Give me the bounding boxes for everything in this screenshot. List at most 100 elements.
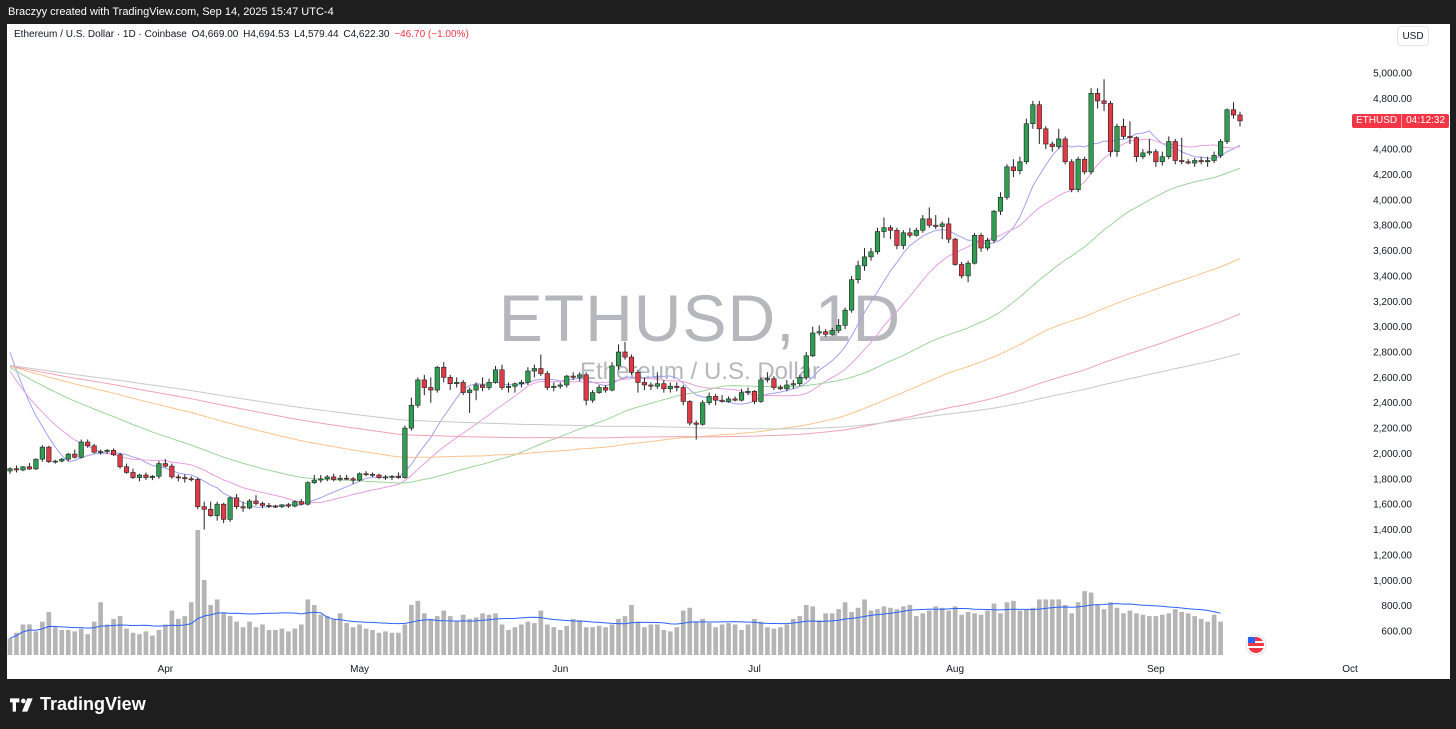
volume-bar bbox=[1030, 607, 1036, 655]
volume-bar bbox=[506, 630, 511, 655]
candle bbox=[525, 367, 531, 385]
candle bbox=[363, 471, 369, 477]
candle bbox=[117, 452, 123, 469]
y-tick-label: 4,800.00 bbox=[1373, 94, 1412, 105]
candle-body bbox=[713, 396, 719, 401]
candle bbox=[583, 372, 589, 406]
attribution-text: Braczyy created with TradingView.com, Se… bbox=[8, 6, 334, 18]
candle bbox=[764, 372, 770, 383]
candle bbox=[369, 472, 376, 477]
candle-body bbox=[913, 229, 919, 236]
candle bbox=[1237, 111, 1243, 127]
candle bbox=[946, 217, 952, 243]
volume-bar bbox=[823, 613, 829, 655]
y-tick-label: 2,200.00 bbox=[1373, 424, 1412, 435]
candle-body bbox=[59, 458, 65, 462]
candle-body bbox=[1030, 104, 1036, 125]
volume-bar bbox=[978, 614, 984, 655]
candle-body bbox=[1036, 104, 1042, 130]
volume-bar bbox=[1218, 621, 1223, 655]
candle-body bbox=[609, 365, 615, 391]
candle bbox=[156, 461, 162, 479]
candle-body bbox=[855, 265, 861, 281]
volume-bar bbox=[648, 624, 654, 655]
candle bbox=[266, 502, 272, 508]
candle-body bbox=[467, 389, 473, 393]
x-tick-label: Jul bbox=[748, 664, 761, 675]
y-tick-label: 1,200.00 bbox=[1373, 550, 1412, 561]
volume-bar bbox=[33, 631, 39, 655]
volume-bar bbox=[1185, 613, 1191, 655]
candle-body bbox=[285, 504, 291, 507]
candle bbox=[279, 504, 285, 508]
volume-bar bbox=[273, 630, 278, 655]
currency-button[interactable]: USD bbox=[1397, 26, 1429, 46]
candle-body bbox=[1230, 109, 1237, 116]
volume-bar bbox=[765, 627, 770, 655]
candle bbox=[1185, 159, 1191, 165]
volume-bar bbox=[247, 621, 252, 655]
candle bbox=[732, 396, 738, 402]
candle bbox=[1133, 136, 1139, 162]
candle bbox=[842, 307, 848, 330]
candle bbox=[26, 462, 32, 470]
volume-bar bbox=[447, 616, 453, 655]
candle bbox=[33, 458, 39, 470]
candle bbox=[544, 371, 550, 391]
candle-body bbox=[1179, 160, 1185, 163]
volume-bar bbox=[85, 634, 91, 655]
candle-body bbox=[512, 383, 518, 387]
volume-bar bbox=[551, 627, 557, 655]
candle-body bbox=[1140, 152, 1146, 158]
candle bbox=[428, 377, 434, 403]
candle bbox=[454, 377, 460, 388]
volume-bar bbox=[590, 627, 595, 655]
volume-bar bbox=[376, 632, 382, 655]
candle-body bbox=[557, 384, 563, 387]
candle-body bbox=[1218, 141, 1224, 156]
candle-body bbox=[473, 384, 479, 391]
footer-brand: TradingView bbox=[10, 694, 146, 715]
candle bbox=[52, 459, 58, 464]
candle bbox=[382, 475, 389, 481]
candle bbox=[39, 445, 45, 462]
volume-bar bbox=[726, 623, 731, 655]
candle bbox=[758, 377, 764, 403]
chart-panel[interactable] bbox=[7, 24, 1450, 679]
volume-bar bbox=[849, 611, 854, 655]
candle bbox=[907, 227, 913, 238]
candle-body bbox=[738, 392, 745, 401]
volume-bar bbox=[959, 614, 964, 655]
candle-body bbox=[201, 506, 207, 510]
volume-bar bbox=[98, 602, 103, 655]
candle-body bbox=[26, 466, 32, 470]
y-tick-label: 1,000.00 bbox=[1373, 576, 1412, 587]
candle-body bbox=[544, 373, 550, 388]
volume-bar bbox=[396, 632, 401, 655]
volume-bar bbox=[532, 623, 537, 655]
candle bbox=[900, 230, 906, 250]
candle-body bbox=[900, 232, 906, 246]
y-tick-label: 1,600.00 bbox=[1373, 500, 1412, 511]
candle bbox=[538, 354, 544, 377]
candle-body bbox=[441, 366, 447, 378]
candle bbox=[331, 473, 337, 482]
volume-bar bbox=[583, 627, 589, 655]
candle bbox=[395, 472, 401, 479]
volume-bar bbox=[260, 624, 265, 655]
candle bbox=[810, 326, 816, 358]
candle-body bbox=[1205, 160, 1211, 163]
candle bbox=[136, 473, 143, 482]
candle bbox=[259, 501, 266, 508]
volume-bar bbox=[1192, 616, 1198, 655]
volume-bar bbox=[991, 603, 997, 655]
symbol-name[interactable]: Ethereum / U.S. Dollar · 1D · Coinbase bbox=[14, 29, 187, 40]
price-tag-symbol: ETHUSD bbox=[1356, 114, 1398, 126]
candle-body bbox=[635, 371, 641, 383]
candle-body bbox=[505, 385, 512, 388]
candle-body bbox=[98, 451, 104, 453]
candle bbox=[1198, 156, 1204, 165]
volume-bar bbox=[512, 627, 518, 655]
volume-bar bbox=[700, 618, 706, 655]
